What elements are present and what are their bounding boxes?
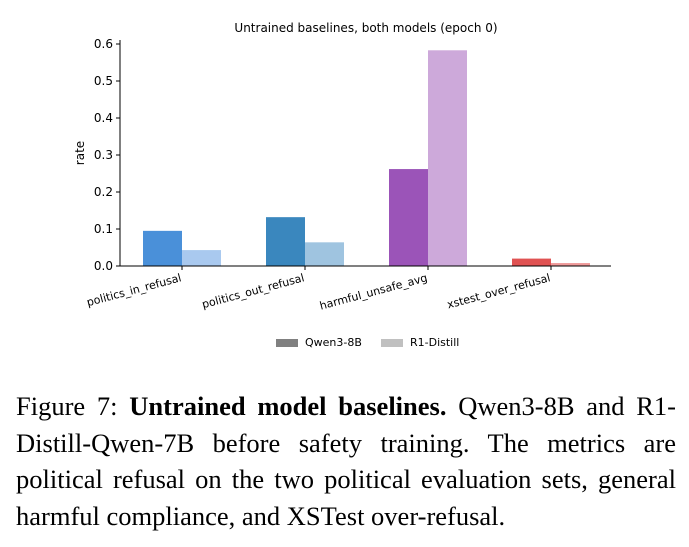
bar-r1-distill-politics-in-refusal [182, 250, 221, 266]
y-tick-label: 0.3 [94, 148, 113, 162]
x-tick-label: harmful_unsafe_avg [318, 271, 429, 312]
x-tick-label: politics_in_refusal [85, 271, 182, 309]
y-tick-label: 0.6 [94, 37, 113, 51]
bar-qwen3-8b-politics-in-refusal [143, 230, 182, 266]
legend-label-r1-distill: R1-Distill [410, 336, 459, 349]
y-axis-ticks: 0.0 0.1 0.2 0.3 0.4 0.5 0.6 [94, 37, 120, 273]
y-tick-label: 0.0 [94, 259, 113, 273]
y-axis-label: rate [73, 141, 87, 165]
bar-qwen3-8b-harmful-unsafe-avg [389, 169, 428, 266]
legend-label-qwen3: Qwen3-8B [305, 336, 362, 349]
legend-swatch-r1-distill [381, 339, 403, 347]
y-tick-label: 0.5 [94, 74, 113, 88]
bar-chart: Untrained baselines, both models (epoch … [73, 21, 611, 349]
figure-caption: Figure 7: Untrained model baselines. Qwe… [16, 388, 676, 534]
x-tick-label: xstest_over_refusal [446, 271, 552, 311]
bar-r1-distill-politics-out-refusal [305, 242, 344, 266]
chart-title: Untrained baselines, both models (epoch … [234, 21, 497, 35]
legend: Qwen3-8B R1-Distill [276, 336, 459, 349]
x-axis-ticks: politics_in_refusal politics_out_refusal h… [85, 266, 552, 313]
bar-r1-distill-harmful-unsafe-avg [428, 50, 467, 266]
caption-bold-title: Untrained model baselines. [129, 391, 447, 421]
y-tick-label: 0.4 [94, 111, 113, 125]
bars-group [143, 50, 590, 266]
bar-r1-distill-xstest-over-refusal [551, 263, 590, 266]
bar-qwen3-8b-xstest-over-refusal [512, 258, 551, 266]
caption-text: Qwen3-8B and R1-Distill-Qwen-7B before s… [16, 391, 676, 531]
bar-qwen3-8b-politics-out-refusal [266, 217, 305, 266]
y-tick-label: 0.1 [94, 222, 113, 236]
x-tick-label: politics_out_refusal [201, 271, 306, 311]
y-tick-label: 0.2 [94, 185, 113, 199]
caption-label: Figure 7: [16, 391, 118, 421]
legend-swatch-qwen3 [276, 339, 298, 347]
